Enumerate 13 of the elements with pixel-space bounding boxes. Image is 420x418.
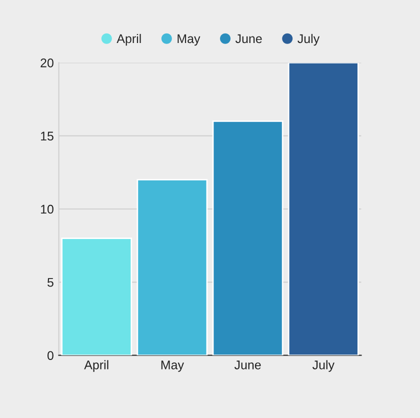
x-tick-label: July [312, 360, 334, 372]
legend-label: April [116, 34, 141, 46]
y-tick-label: 20 [40, 58, 54, 68]
legend-label: July [298, 34, 320, 46]
x-tick-label: June [234, 360, 261, 370]
legend-label: June [235, 34, 262, 44]
y-tick-label: 15 [40, 132, 54, 140]
x-tick-label: May [161, 360, 184, 372]
y-tick-label: 5 [47, 278, 54, 287]
y-tick-label: 10 [40, 204, 54, 214]
x-tick-label: April [84, 360, 108, 372]
legend-label: May [178, 34, 200, 46]
y-tick-label: 0 [47, 351, 54, 360]
